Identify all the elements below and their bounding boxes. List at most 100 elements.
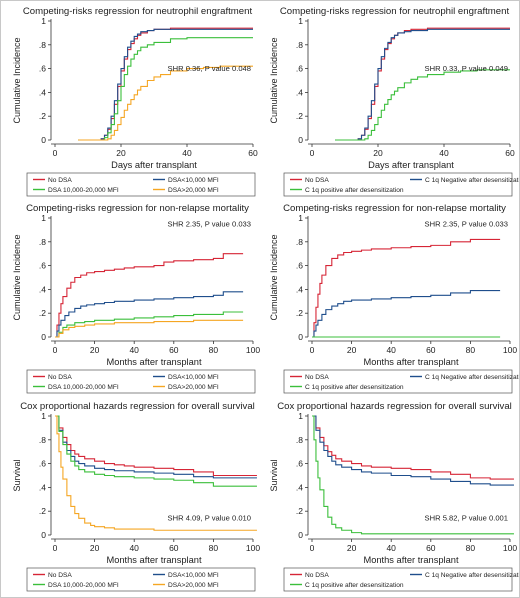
x-tick-label: 40	[129, 543, 139, 553]
y-tick-label: .8	[296, 40, 303, 50]
chart-panel-3: Competing-risks regression for non-relap…	[5, 199, 260, 397]
y-axis-label: Cumulative Incidence	[12, 37, 22, 123]
legend-label: No DSA	[305, 374, 329, 381]
x-tick-label: 40	[129, 345, 139, 355]
chart-svg: Cox proportional hazards regression for …	[12, 401, 260, 592]
y-tick-label: .2	[39, 506, 46, 516]
legend-label: DSA<10,000 MFI	[168, 177, 219, 184]
x-tick-label: 40	[439, 148, 449, 158]
series-line-3	[78, 37, 253, 141]
chart-panel-2: Competing-risks regression for neutrophi…	[262, 2, 520, 200]
annotation-text: SHR 2.35, P value 0.033	[168, 219, 251, 228]
legend-label: DSA<10,000 MFI	[168, 572, 219, 579]
x-tick-label: 60	[169, 345, 179, 355]
y-axis-label: Cumulative Incidence	[12, 234, 22, 320]
legend-box	[283, 172, 513, 197]
chart-panel-5: Cox proportional hazards regression for …	[5, 397, 260, 595]
legend-label: DSA<10,000 MFI	[168, 374, 219, 381]
series-line-3	[312, 415, 514, 535]
annotation-text: SHR 2.35, P value 0.033	[425, 219, 508, 228]
y-axis-label: Survival	[269, 459, 279, 491]
y-tick-label: .4	[296, 284, 303, 294]
chart-title: Competing-risks regression for non-relap…	[26, 203, 249, 214]
y-tick-label: .8	[296, 237, 303, 247]
legend-label: No DSA	[48, 374, 72, 381]
legend-label: DSA 10,000-20,000 MFI	[48, 384, 119, 391]
series-line-3	[55, 415, 257, 487]
y-tick-label: .6	[39, 459, 46, 469]
x-tick-label: 20	[90, 543, 100, 553]
y-tick-label: 1	[298, 16, 303, 26]
legend-label: C 1q positive after desensitization	[305, 582, 404, 589]
x-tick-label: 0	[53, 148, 58, 158]
legend-label: C 1q Negative after desensitization	[425, 177, 520, 184]
series-line-3	[55, 311, 244, 338]
x-tick-label: 80	[466, 345, 476, 355]
y-tick-label: 0	[41, 530, 46, 540]
annotation-text: SHR 0.33, P value 0.049	[425, 64, 508, 73]
y-tick-label: .4	[296, 87, 303, 97]
series-line-1	[312, 238, 501, 338]
y-tick-label: 1	[298, 213, 303, 223]
y-tick-label: .6	[296, 459, 303, 469]
chart-svg: Competing-risks regression for neutrophi…	[12, 6, 258, 197]
chart-svg: Competing-risks regression for non-relap…	[269, 203, 520, 394]
series-line-2	[55, 291, 244, 338]
x-tick-label: 0	[53, 345, 58, 355]
x-tick-label: 80	[209, 345, 219, 355]
x-tick-label: 20	[90, 345, 100, 355]
x-tick-label: 0	[310, 148, 315, 158]
legend-box	[26, 369, 256, 394]
y-tick-label: 0	[298, 135, 303, 145]
x-tick-label: 40	[386, 543, 396, 553]
series-line-2	[78, 28, 253, 141]
y-tick-label: .8	[39, 237, 46, 247]
legend-box	[283, 369, 513, 394]
chart-panel-6: Cox proportional hazards regression for …	[262, 397, 520, 595]
x-tick-label: 100	[246, 543, 260, 553]
y-axis-label: Cumulative Incidence	[269, 234, 279, 320]
series-line-1	[312, 415, 514, 480]
chart-panel-4: Competing-risks regression for non-relap…	[262, 199, 520, 397]
x-tick-label: 20	[373, 148, 383, 158]
x-tick-label: 60	[426, 345, 436, 355]
chart-svg: Competing-risks regression for non-relap…	[12, 203, 260, 394]
chart-title: Cox proportional hazards regression for …	[277, 401, 512, 412]
annotation-text: SHR 5.82, P value 0.001	[425, 514, 508, 523]
chart-title: Competing-risks regression for non-relap…	[283, 203, 506, 214]
y-tick-label: .2	[296, 111, 303, 121]
y-tick-label: .8	[39, 40, 46, 50]
y-tick-label: .4	[39, 87, 46, 97]
legend-label: No DSA	[48, 177, 72, 184]
x-axis-label: Months after transplant	[363, 357, 459, 367]
series-line-2	[312, 290, 501, 338]
plot-area	[55, 218, 253, 337]
x-tick-label: 80	[466, 543, 476, 553]
legend-label: C 1q Negative after desensitization	[425, 572, 520, 579]
plot-area	[312, 218, 510, 337]
series-line-4	[55, 319, 244, 338]
y-tick-label: .2	[39, 308, 46, 318]
legend-label: C 1q Negative after desensitization	[425, 374, 520, 381]
y-tick-label: .6	[296, 64, 303, 74]
y-tick-label: .8	[39, 435, 46, 445]
x-tick-label: 60	[426, 543, 436, 553]
x-tick-label: 60	[248, 148, 258, 158]
y-tick-label: .2	[296, 506, 303, 516]
legend-label: No DSA	[305, 572, 329, 579]
legend-label: DSA 10,000-20,000 MFI	[48, 187, 119, 194]
x-tick-label: 40	[182, 148, 192, 158]
x-tick-label: 60	[505, 148, 515, 158]
series-line-3	[335, 69, 510, 141]
x-axis-label: Days after transplant	[368, 160, 454, 170]
chart-title: Competing-risks regression for neutrophi…	[23, 6, 253, 17]
series-line-2	[312, 415, 514, 486]
chart-panel-1: Competing-risks regression for neutrophi…	[5, 2, 260, 200]
y-axis-label: Survival	[12, 459, 22, 491]
y-tick-label: .8	[296, 435, 303, 445]
y-tick-label: .6	[296, 261, 303, 271]
legend-label: No DSA	[305, 177, 329, 184]
series-line-4	[78, 65, 253, 141]
legend-label: DSA 10,000-20,000 MFI	[48, 582, 119, 589]
y-tick-label: .4	[39, 482, 46, 492]
